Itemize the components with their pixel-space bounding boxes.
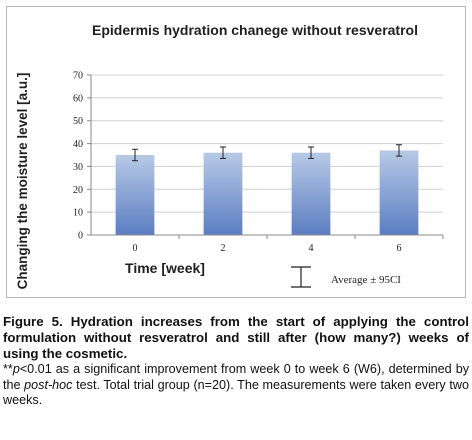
- legend-label: Average ± 95CI: [331, 274, 401, 286]
- bar: [203, 152, 243, 235]
- caption-figure-text: Figure 5. Hydration increases from the s…: [3, 314, 469, 361]
- x-tick-label: 2: [221, 243, 226, 254]
- x-tick-label: 6: [397, 243, 402, 254]
- y-tick-label: 20: [73, 185, 83, 196]
- note-text-1: <0.01 as a significant improvement from …: [3, 362, 469, 392]
- bar: [115, 155, 155, 235]
- note-p-value: p: [12, 362, 20, 376]
- y-tick-label: 0: [78, 231, 83, 242]
- bars: [115, 144, 419, 235]
- caption-note: **p<0.01 as a significant improvement fr…: [3, 362, 469, 409]
- x-tick-label: 0: [133, 243, 138, 254]
- x-axis-label: Time [week]: [125, 260, 205, 276]
- y-tick-label: 30: [73, 162, 83, 173]
- bar-chart: Epidermis hydration chanege without resv…: [15, 22, 444, 290]
- y-tick-label: 40: [73, 139, 83, 150]
- y-tick-label: 10: [73, 208, 83, 219]
- legend: Average ± 95CI: [291, 266, 401, 288]
- note-text-2: test. Total trial group (n=20). The meas…: [3, 377, 469, 408]
- note-prefix: **: [3, 362, 13, 376]
- y-tick-label: 70: [73, 71, 83, 82]
- x-tick-label: 4: [309, 243, 314, 254]
- note-posthoc: post-hoc: [24, 377, 73, 392]
- bar: [291, 152, 331, 235]
- axes: 0 10 20 30 40 50 60 70 0 2 4 6: [73, 71, 444, 254]
- y-tick-label: 50: [73, 116, 83, 127]
- bar: [379, 150, 419, 235]
- y-axis-label: Changing the moisture level [a.u.]: [15, 73, 30, 290]
- figure-caption: Figure 5. Hydration increases from the s…: [3, 314, 469, 409]
- y-tick-label: 60: [73, 93, 83, 104]
- chart-frame: Epidermis hydration chanege without resv…: [6, 6, 466, 298]
- chart-title: Epidermis hydration chanege without resv…: [92, 22, 418, 38]
